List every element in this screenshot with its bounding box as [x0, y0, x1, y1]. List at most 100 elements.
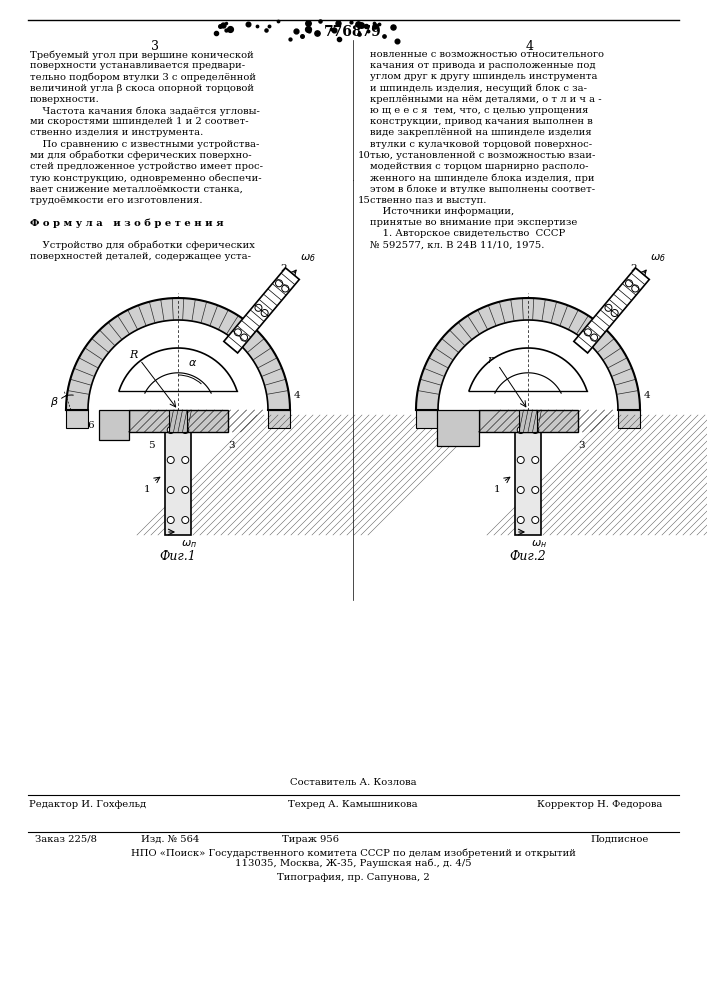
- Point: [225, 21, 236, 37]
- Text: Тираж 956: Тираж 956: [281, 835, 339, 844]
- Circle shape: [168, 516, 174, 524]
- Circle shape: [182, 426, 189, 434]
- Text: 15: 15: [358, 196, 371, 205]
- Circle shape: [518, 426, 524, 434]
- Point: [352, 16, 363, 32]
- Text: Редактор И. Гохфельд: Редактор И. Гохфельд: [30, 800, 146, 809]
- Text: R: R: [129, 350, 137, 360]
- Text: ственно паз и выступ.: ственно паз и выступ.: [370, 196, 486, 205]
- Point: [272, 13, 284, 29]
- Circle shape: [168, 456, 174, 464]
- Bar: [416, 410, 438, 428]
- Point: [220, 15, 231, 31]
- Circle shape: [518, 487, 524, 493]
- Point: [356, 17, 367, 33]
- Text: вает снижение металлоёмкости станка,: вает снижение металлоёмкости станка,: [30, 184, 243, 193]
- Point: [251, 18, 262, 34]
- Text: тью, установленной с возможностью взаи-: тью, установленной с возможностью взаи-: [370, 151, 595, 160]
- Text: $\omega_н$: $\omega_н$: [531, 538, 547, 550]
- Text: Подписное: Подписное: [591, 835, 649, 844]
- Point: [378, 28, 390, 44]
- Point: [333, 31, 344, 47]
- Text: 6: 6: [87, 420, 93, 430]
- Text: Составитель А. Козлова: Составитель А. Козлова: [290, 778, 416, 787]
- Text: 3: 3: [151, 40, 159, 53]
- Bar: [618, 410, 640, 428]
- Text: Источники информации,: Источники информации,: [370, 207, 514, 216]
- Text: 2: 2: [281, 264, 287, 273]
- Point: [242, 16, 253, 32]
- Text: и шпиндель изделия, несущий блок с за-: и шпиндель изделия, несущий блок с за-: [370, 84, 587, 93]
- Polygon shape: [66, 298, 290, 410]
- Circle shape: [518, 516, 524, 524]
- Bar: [129, 410, 228, 432]
- Bar: [98, 410, 129, 440]
- Circle shape: [532, 426, 539, 434]
- Text: 4: 4: [294, 390, 300, 399]
- Text: принятые во внимание при экспертизе: принятые во внимание при экспертизе: [370, 218, 578, 227]
- Text: модействия с торцом шарнирно располо-: модействия с торцом шарнирно располо-: [370, 162, 588, 171]
- Text: 1: 1: [144, 486, 151, 494]
- Point: [260, 22, 271, 38]
- Point: [387, 19, 398, 35]
- Text: Корректор Н. Федорова: Корректор Н. Федорова: [537, 800, 662, 809]
- Point: [363, 23, 374, 39]
- Text: тую конструкцию, одновременно обеспечи-: тую конструкцию, одновременно обеспечи-: [30, 173, 262, 183]
- Point: [333, 15, 344, 31]
- Text: 1: 1: [493, 486, 501, 494]
- Point: [263, 18, 274, 34]
- Circle shape: [168, 426, 174, 434]
- Text: 5: 5: [148, 440, 154, 450]
- Text: величиной угла β скоса опорной торцовой: величиной угла β скоса опорной торцовой: [30, 84, 254, 93]
- Point: [315, 13, 326, 29]
- Point: [303, 21, 314, 37]
- Point: [302, 15, 313, 31]
- Text: Заказ 225/8: Заказ 225/8: [35, 835, 97, 844]
- Text: Частота качания блока задаётся угловы-: Частота качания блока задаётся угловы-: [30, 106, 260, 115]
- Point: [291, 23, 302, 39]
- Bar: [268, 410, 290, 428]
- Circle shape: [532, 516, 539, 524]
- Circle shape: [518, 456, 524, 464]
- Point: [210, 25, 221, 41]
- Point: [303, 23, 315, 39]
- Text: 3: 3: [228, 440, 235, 450]
- Point: [217, 17, 228, 33]
- Circle shape: [532, 487, 539, 493]
- Bar: [515, 415, 541, 535]
- Text: женного на шпинделе блока изделия, при: женного на шпинделе блока изделия, при: [370, 173, 595, 183]
- Text: углом друг к другу шпиндель инструмента: углом друг к другу шпиндель инструмента: [370, 72, 597, 81]
- Text: ственно изделия и инструмента.: ственно изделия и инструмента.: [30, 128, 203, 137]
- Text: втулки с кулачковой торцовой поверхнос-: втулки с кулачковой торцовой поверхнос-: [370, 140, 592, 149]
- Text: конструкции, привод качания выполнен в: конструкции, привод качания выполнен в: [370, 117, 592, 126]
- Text: 113035, Москва, Ж-35, Раушская наб., д. 4/5: 113035, Москва, Ж-35, Раушская наб., д. …: [235, 859, 472, 868]
- Point: [325, 21, 337, 37]
- Text: 2: 2: [631, 264, 637, 273]
- Text: $\omega_б$: $\omega_б$: [300, 252, 316, 264]
- Text: $\omega_п$: $\omega_п$: [181, 538, 197, 550]
- Text: $\alpha$: $\alpha$: [188, 358, 197, 368]
- Point: [361, 18, 372, 34]
- Text: НПО «Поиск» Государственного комитета СССР по делам изобретений и открытий: НПО «Поиск» Государственного комитета СС…: [131, 848, 575, 857]
- Text: 4: 4: [644, 390, 650, 399]
- Text: 10: 10: [358, 151, 371, 160]
- Text: № 592577, кл. В 24В 11/10, 1975.: № 592577, кл. В 24В 11/10, 1975.: [370, 240, 544, 249]
- Circle shape: [168, 487, 174, 493]
- Text: новленные с возможностью относительного: новленные с возможностью относительного: [370, 50, 604, 59]
- Bar: [169, 410, 187, 432]
- Bar: [519, 410, 537, 432]
- Text: 4: 4: [526, 40, 534, 53]
- Text: 1. Авторское свидетельство  СССР: 1. Авторское свидетельство СССР: [370, 229, 566, 238]
- Text: Ф о р м у л а   и з о б р е т е н и я: Ф о р м у л а и з о б р е т е н и я: [30, 218, 223, 228]
- Circle shape: [532, 456, 539, 464]
- Text: r: r: [487, 355, 493, 365]
- Point: [284, 31, 295, 47]
- Text: поверхностей деталей, содержащее уста-: поверхностей деталей, содержащее уста-: [30, 252, 251, 261]
- Point: [392, 33, 403, 49]
- Text: Техред А. Камышникова: Техред А. Камышникова: [288, 800, 418, 809]
- Text: качания от привода и расположенные под: качания от привода и расположенные под: [370, 61, 595, 70]
- Circle shape: [182, 487, 189, 493]
- Polygon shape: [416, 298, 640, 410]
- Text: Фиг.1: Фиг.1: [160, 550, 197, 563]
- Text: 5: 5: [454, 424, 461, 432]
